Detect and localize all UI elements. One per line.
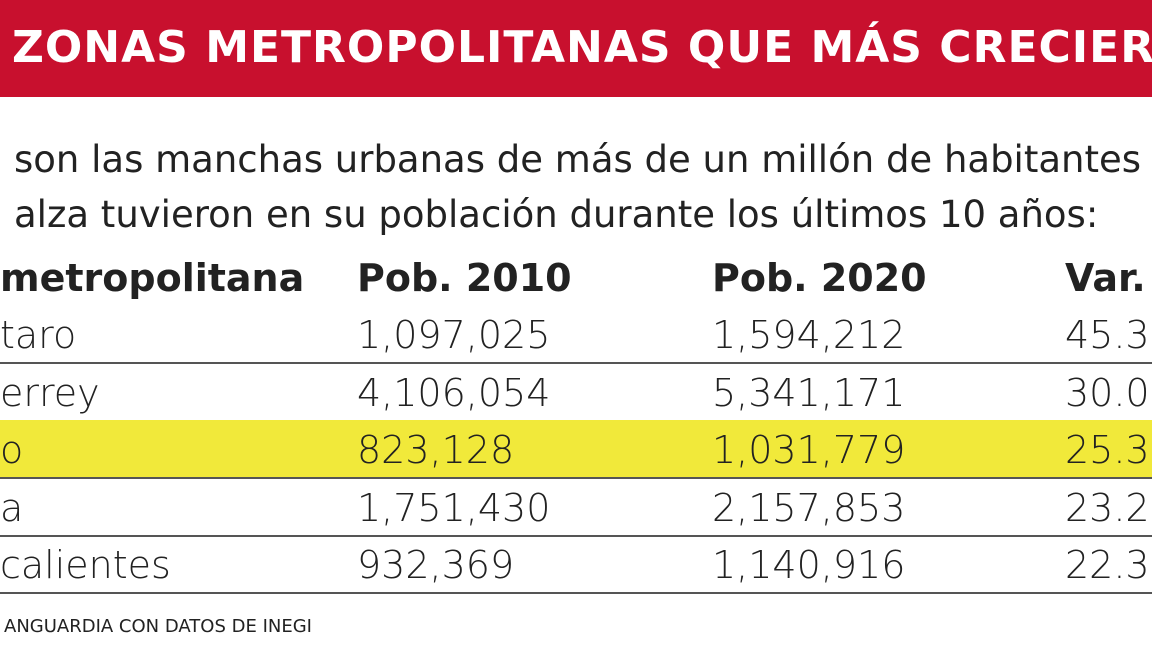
table-cell: errey <box>0 370 100 415</box>
table-cell: 1,097,025 <box>357 313 551 357</box>
table-cell: Pob. 2010 <box>357 256 572 300</box>
table-cell: calientes <box>0 543 171 587</box>
table-cell: 22.3 <box>1065 543 1150 587</box>
table-header: metropolitana Pob. 2010 Pob. 2020 Var. <box>0 244 1152 301</box>
title: ZONAS METROPOLITANAS QUE MÁS CRECIER <box>12 22 1152 73</box>
table-cell: 25.3 <box>1065 428 1150 472</box>
table-cell: 4,106,054 <box>357 370 551 415</box>
table-cell: 45.3 <box>1065 313 1150 357</box>
table-row: taro 1,097,025 1,594,212 45.3 <box>0 305 1152 364</box>
subtitle-line: alza tuvieron en su población durante lo… <box>14 193 1099 236</box>
table-row: calientes 932,369 1,140,916 22.3 <box>0 535 1152 594</box>
title-banner: ZONAS METROPOLITANAS QUE MÁS CRECIER <box>0 0 1152 97</box>
table-cell: 932,369 <box>357 543 515 587</box>
table-row: o 823,128 1,031,779 25.3 <box>0 420 1152 479</box>
table-cell: 5,341,171 <box>712 370 906 415</box>
table-cell: metropolitana <box>0 256 305 300</box>
table-cell: 1,751,430 <box>357 485 551 530</box>
table-cell: 2,157,853 <box>712 485 906 530</box>
table-cell: 1,140,916 <box>712 543 906 587</box>
table-cell: 30.0 <box>1065 370 1150 415</box>
table-cell: 1,031,779 <box>712 428 906 472</box>
subtitle-line: son las manchas urbanas de más de un mil… <box>14 138 1142 181</box>
table-cell: 823,128 <box>357 428 515 472</box>
table-cell: 23.2 <box>1065 485 1150 530</box>
source: ANGUARDIA CON DATOS DE INEGI <box>4 616 312 637</box>
table-cell: o <box>0 428 24 472</box>
table-cell: 1,594,212 <box>712 313 906 357</box>
table-cell: Var. <box>1065 256 1146 300</box>
table-row: errey 4,106,054 5,341,171 30.0 <box>0 363 1152 422</box>
table-row: a 1,751,430 2,157,853 23.2 <box>0 478 1152 537</box>
table-cell: taro <box>0 313 77 357</box>
table-cell: Pob. 2020 <box>712 256 927 300</box>
table-cell: a <box>0 485 24 530</box>
